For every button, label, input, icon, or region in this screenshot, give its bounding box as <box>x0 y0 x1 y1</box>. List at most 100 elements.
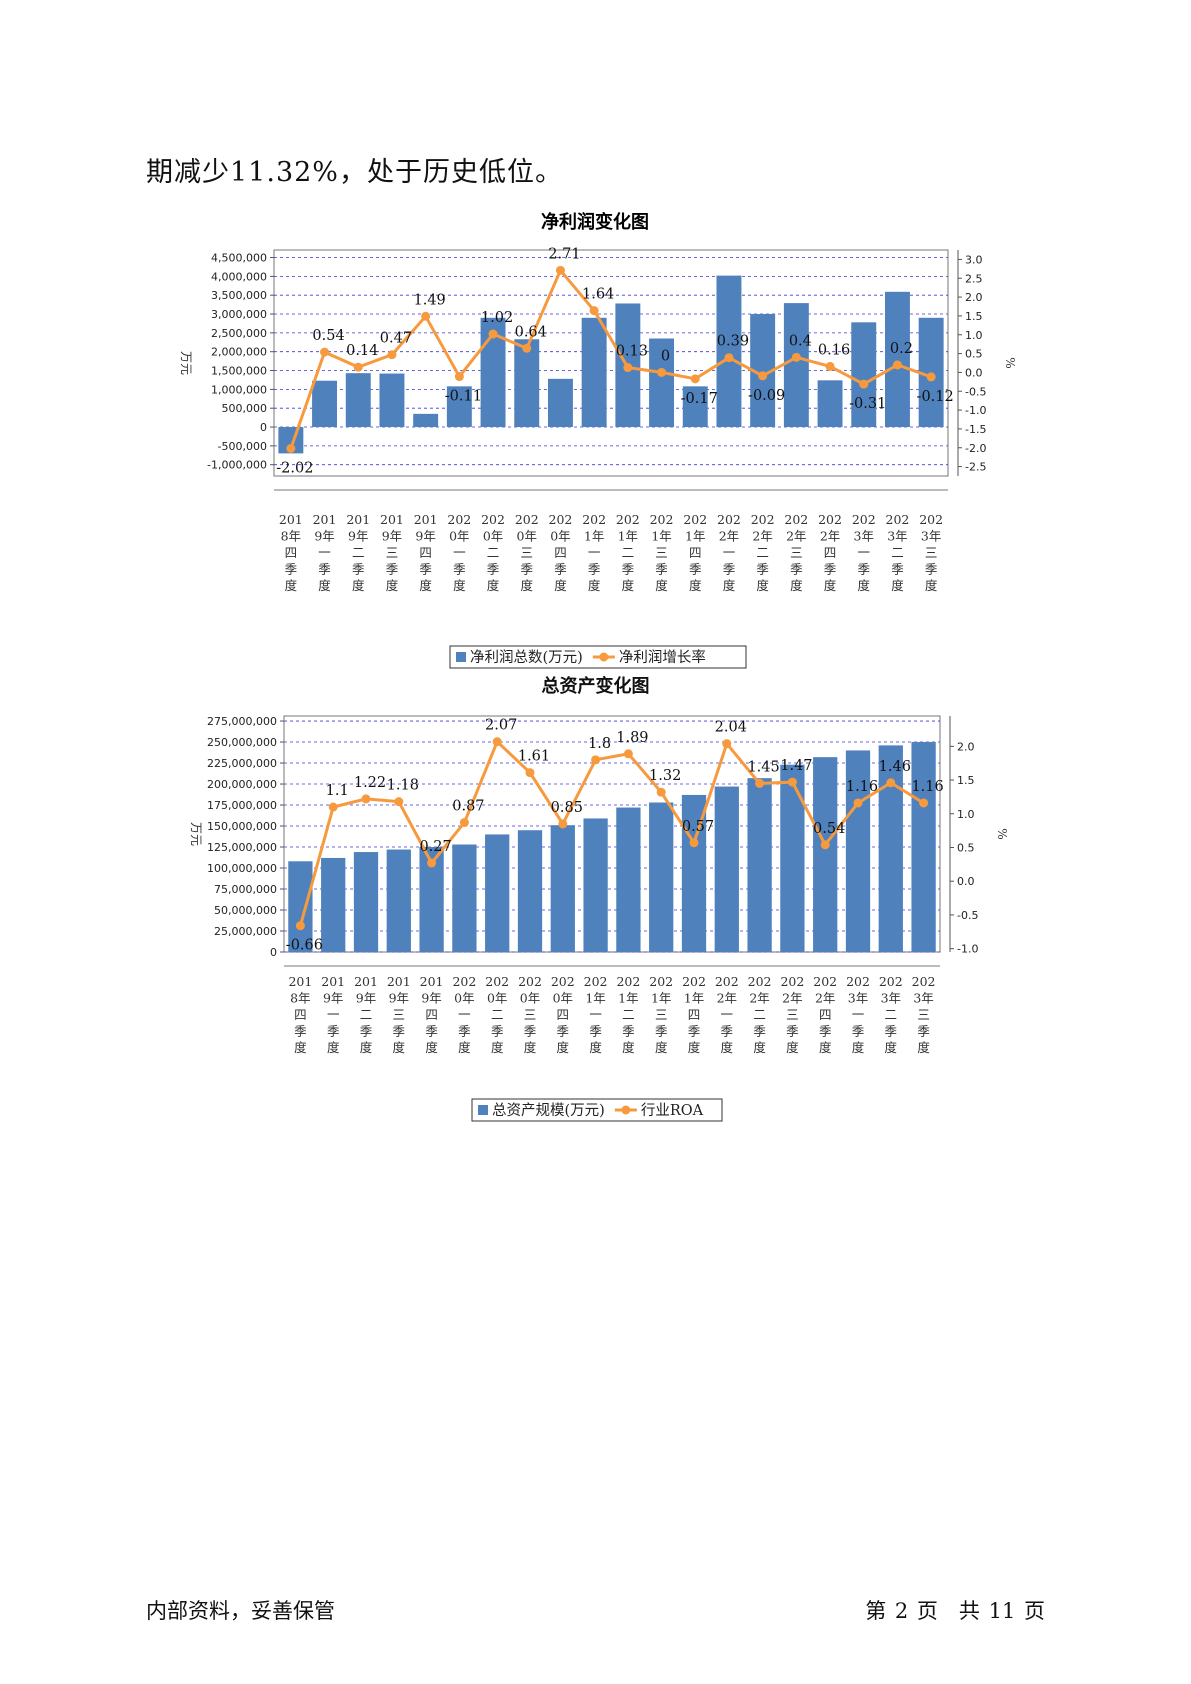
plot-area <box>273 249 949 477</box>
category-label: 1年 <box>651 991 671 1006</box>
right-tick-label: 3.0 <box>965 253 983 266</box>
category-label: 度 <box>393 1040 406 1055</box>
category-label: 季 <box>588 562 601 577</box>
data-label: 1.49 <box>414 292 446 308</box>
right-tick-label: 2.0 <box>957 740 975 753</box>
left-tick-label: 2,500,000 <box>211 327 267 340</box>
data-label: 0.2 <box>890 341 913 357</box>
category-label: 202 <box>447 512 471 527</box>
category-label: 三 <box>386 545 399 560</box>
line-point <box>892 360 902 370</box>
category-label: 201 <box>346 512 370 527</box>
category-label: 四 <box>557 1007 570 1022</box>
category-label: 202 <box>682 974 706 989</box>
category-label: 202 <box>751 512 775 527</box>
line-series <box>298 739 925 927</box>
category-label: 季 <box>786 1024 799 1039</box>
right-tick-label: 1.0 <box>957 808 975 821</box>
category-label: 0年 <box>517 529 537 544</box>
category-label: 9年 <box>415 529 435 544</box>
category-label: 202 <box>481 512 505 527</box>
data-label: 0.64 <box>515 324 547 340</box>
category-label: 3年 <box>921 529 941 544</box>
category-label: 季 <box>885 1024 898 1039</box>
category-label: 度 <box>491 1040 504 1055</box>
category-label: 201 <box>279 512 303 527</box>
category-label: 201 <box>313 512 337 527</box>
category-label: 三 <box>786 1007 799 1022</box>
line-point <box>724 353 734 363</box>
category-label: 202 <box>717 512 741 527</box>
line-point <box>353 362 363 372</box>
category-label: 三 <box>655 1007 668 1022</box>
legend-line-label: 净利润增长率 <box>619 649 706 666</box>
category-label: 二 <box>360 1007 373 1022</box>
left-tick-label: 1,000,000 <box>211 383 267 396</box>
data-label: 1.89 <box>616 730 648 746</box>
line-series <box>289 267 932 449</box>
data-label: 0.47 <box>380 331 412 347</box>
line-point <box>589 306 599 316</box>
category-label: 季 <box>318 562 331 577</box>
footer-page-number: 第 2 页 共 11 页 <box>865 1599 1045 1623</box>
total-assets-chart-svg: 275,000,000 250,000,000 225,000,000 200,000… <box>189 715 1009 1122</box>
left-tick-label: 275,000,000 <box>207 715 277 728</box>
category-label: 0年 <box>553 991 573 1006</box>
category-label: 1年 <box>618 991 638 1006</box>
left-tick-label: 225,000,000 <box>207 757 277 770</box>
bar <box>321 857 346 952</box>
category-label: 度 <box>425 1040 438 1055</box>
bar <box>649 338 675 428</box>
category-label: 季 <box>756 562 769 577</box>
category-label: 度 <box>622 1040 635 1055</box>
category-label: 一 <box>723 545 736 560</box>
bar <box>884 291 910 428</box>
category-label: 二 <box>491 1007 504 1022</box>
category-label: 四 <box>689 545 702 560</box>
category-label: 度 <box>453 578 466 593</box>
right-tick-label: -0.5 <box>957 909 978 922</box>
category-label: 季 <box>891 562 904 577</box>
data-label: 0 <box>661 348 670 364</box>
category-label: 0年 <box>487 991 507 1006</box>
category-label: 度 <box>917 1040 930 1055</box>
category-label: 度 <box>352 578 365 593</box>
right-tick-label: 2.0 <box>965 291 983 304</box>
line-point <box>859 379 869 389</box>
line-point <box>295 921 305 931</box>
line-point <box>492 737 502 747</box>
data-label: 0.13 <box>616 344 648 360</box>
data-label: -0.12 <box>917 389 954 405</box>
bar <box>682 386 708 428</box>
left-tick-label: 3,000,000 <box>211 308 267 321</box>
category-label: 季 <box>655 1024 668 1039</box>
category-label: 202 <box>616 974 640 989</box>
category-label: 季 <box>491 1024 504 1039</box>
category-label: 季 <box>852 1024 865 1039</box>
category-label: 四 <box>819 1007 832 1022</box>
category-label: 二 <box>487 545 500 560</box>
category-label: 3年 <box>854 529 874 544</box>
category-label: 8年 <box>290 991 310 1006</box>
data-label: 0.27 <box>419 839 451 855</box>
category-label: 0年 <box>550 529 570 544</box>
category-label: 二 <box>753 1007 766 1022</box>
category-label: 度 <box>824 578 837 593</box>
data-label: 1.18 <box>387 778 419 794</box>
category-label: 8年 <box>281 529 301 544</box>
category-label: 201 <box>354 974 378 989</box>
category-label: 度 <box>852 1040 865 1055</box>
footer-confidential: 内部资料，妥善保管 <box>146 1599 335 1623</box>
left-tick-label: 3,500,000 <box>211 289 267 302</box>
category-label: 三 <box>520 545 533 560</box>
data-label: 1.22 <box>354 775 386 791</box>
category-label: 季 <box>386 562 399 577</box>
category-label: 三 <box>524 1007 537 1022</box>
category-label: 度 <box>557 1040 570 1055</box>
left-tick-label: -1,000,000 <box>207 459 267 472</box>
line-point <box>853 798 863 808</box>
category-label: 季 <box>557 1024 570 1039</box>
left-tick-label: 0 <box>260 421 267 434</box>
data-label: 2.71 <box>548 246 580 262</box>
category-label: 季 <box>419 562 432 577</box>
